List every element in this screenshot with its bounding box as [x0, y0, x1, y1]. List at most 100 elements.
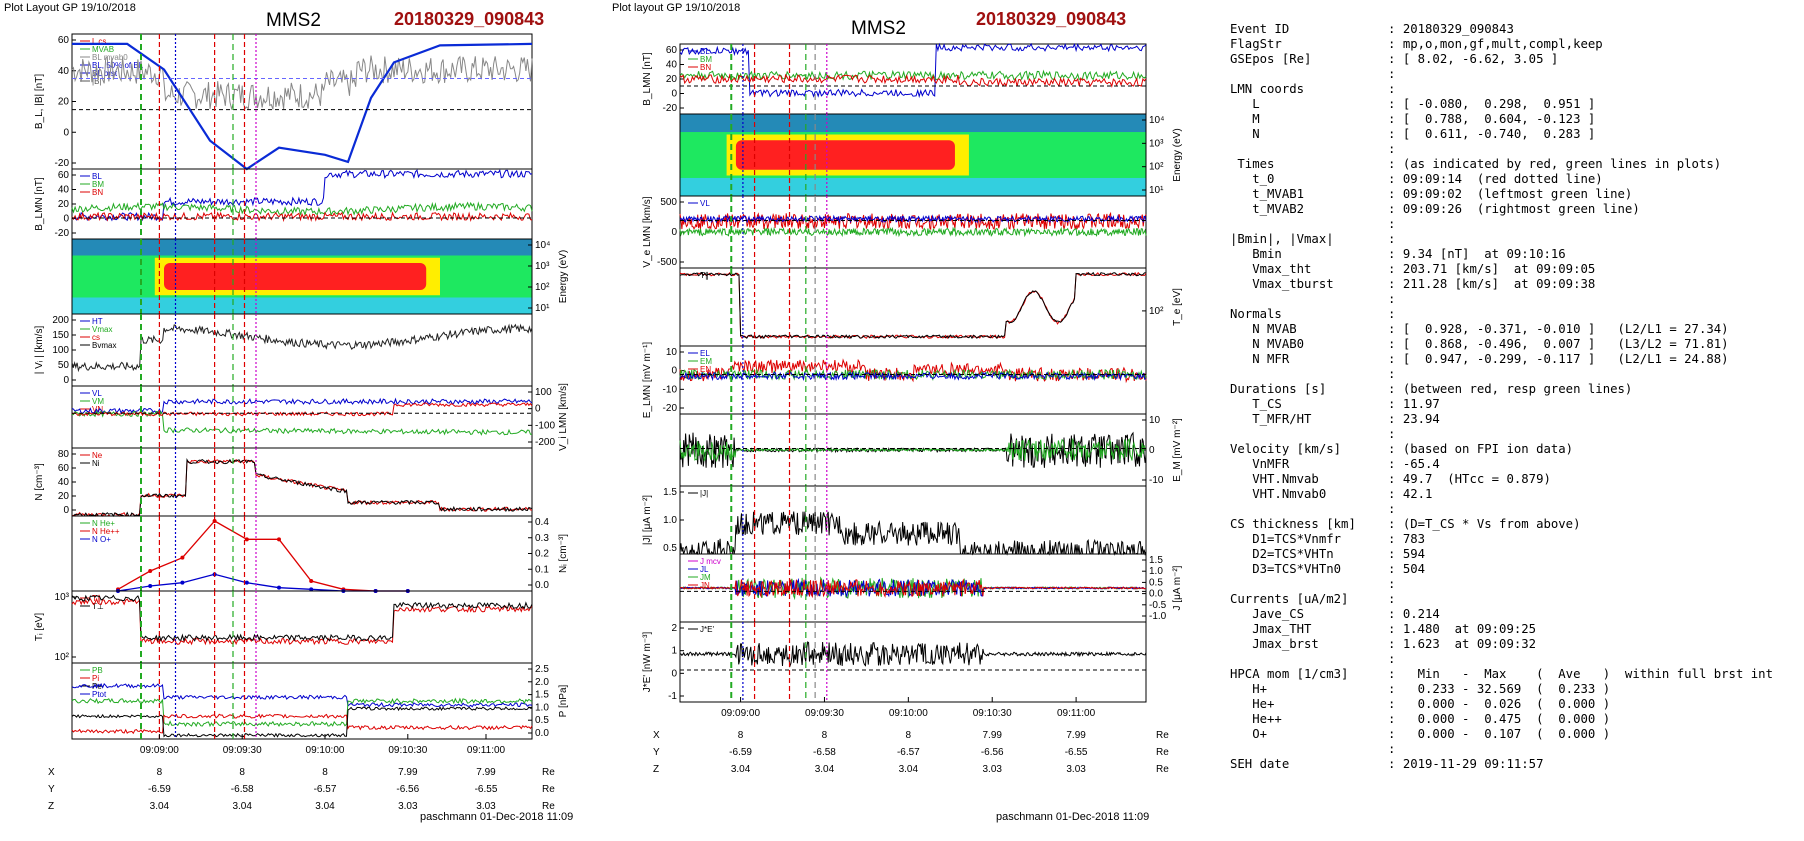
legend-entry: BM [700, 55, 712, 64]
legend-entry: N O+ [92, 535, 111, 544]
tick-label: 0 [1149, 445, 1155, 456]
info-row: Durations [s]: (between red, resp green … [1230, 382, 1773, 397]
legend-entry: EL [700, 349, 710, 358]
tick-label: 20 [666, 74, 678, 85]
series-line [679, 214, 1147, 224]
o-plus-point [244, 580, 249, 585]
pos-row-value: 8 [738, 730, 744, 741]
tick-label: 60 [58, 463, 70, 474]
series-line [679, 511, 1147, 556]
info-key: D1=TCS*Vnmfr [1230, 532, 1342, 546]
pos-row-value: 3.03 [476, 801, 496, 812]
pos-row-unit: Re [542, 801, 555, 812]
tick-label: 0 [671, 89, 677, 100]
info-row: O+: 0.000 - 0.107 ( 0.000 ) [1230, 727, 1773, 742]
pos-row-unit: Re [1156, 747, 1169, 758]
info-value: -65.4 [1402, 457, 1440, 471]
panel-je: 2 1 0 -1 J*E' [nW m⁻³] J*E' [642, 621, 1147, 703]
tick-label: 1.0 [663, 515, 677, 526]
info-sep: : [1388, 292, 1403, 306]
info-row: T_MFR/HT: 23.94 [1230, 412, 1773, 427]
time-axis: 09:09:00 09:09:30 09:10:00 09:10:30 09:11:00… [48, 734, 555, 812]
info-sep: : [1388, 562, 1403, 576]
info-value: 1.480 at 09:09:25 [1402, 622, 1537, 636]
tick-label: 0.3 [535, 533, 549, 544]
pos-row-value: 3.04 [815, 764, 835, 775]
series-line [679, 73, 1147, 88]
pos-row-value: -6.55 [475, 784, 498, 795]
tick-label: 2 [671, 623, 677, 634]
info-key: H+ [1230, 682, 1268, 696]
tick-label: 60 [58, 35, 70, 46]
tick-label: 0.4 [535, 517, 549, 528]
pos-row-value: -6.55 [1065, 747, 1088, 758]
panel-em: 10 0 -10 E_M [mV m⁻²] [679, 414, 1183, 487]
info-key: LMN coords [1230, 82, 1305, 96]
y-axis-label: Energy (eV) [558, 250, 569, 303]
y-axis-label: B_L, |B| [nT] [34, 74, 45, 129]
series-line [679, 370, 1147, 382]
legend-entry: Ne [92, 451, 103, 460]
middle-header: Plot layout GP 19/10/2018 [612, 2, 741, 14]
y-axis-label: | Vᵢ | [km/s] [34, 326, 45, 375]
info-key: Velocity [km/s] [1230, 442, 1342, 456]
info-value: 1.623 at 09:09:32 [1402, 637, 1537, 651]
info-value: [ 0.788, 0.604, -0.123 ] [1402, 112, 1596, 126]
info-key: Vmax_tht [1230, 262, 1312, 276]
pos-row-value: 3.03 [398, 801, 418, 812]
info-row: |Bmin|, |Vmax|: [1230, 232, 1773, 247]
tick-label: 50 [58, 360, 70, 371]
legend-entry: |B| [92, 77, 102, 86]
info-key: He++ [1230, 712, 1282, 726]
pos-row-value: -6.56 [396, 784, 419, 795]
info-sep: : [1388, 307, 1403, 321]
info-sep: : [1388, 397, 1403, 411]
x-tick-label: 09:10:00 [889, 708, 928, 719]
info-value: 203.71 [km/s] at 09:09:05 [1402, 262, 1596, 276]
tick-label: 0 [671, 227, 677, 238]
x-tick-label: 09:09:00 [140, 745, 179, 756]
y-axis-label: B_LMN [nT] [642, 52, 653, 106]
info-row: Jave_CS: 0.214 [1230, 607, 1773, 622]
x-tick-label: 09:11:00 [467, 745, 506, 756]
pos-row-label: Y [48, 784, 55, 795]
tick-label: 40 [666, 60, 678, 71]
tick-label: 1.5 [1149, 555, 1163, 566]
info-key: HPCA mom [1/cm3] [1230, 667, 1349, 681]
legend-entry: VM [92, 397, 104, 406]
pos-row-value: 7.99 [398, 767, 418, 778]
series-line [679, 437, 1147, 462]
info-row: T_CS: 11.97 [1230, 397, 1773, 412]
info-row: Jmax_THT: 1.480 at 09:09:25 [1230, 622, 1773, 637]
legend-entry: J*E' [700, 625, 714, 634]
info-sep: : [1388, 472, 1403, 486]
spectrogram-bottom-band [72, 297, 532, 314]
series-line [679, 578, 1146, 599]
info-row: Jmax_brst: 1.623 at 09:09:32 [1230, 637, 1773, 652]
x-tick-label: 09:09:30 [223, 745, 262, 756]
info-value: 0.214 [1402, 607, 1440, 621]
info-row: : [1230, 502, 1773, 517]
info-sep: : [1388, 517, 1403, 531]
tick-label: 10³ [1149, 138, 1164, 149]
tick-label: 1.5 [663, 487, 677, 498]
series-line [679, 69, 1147, 81]
info-sep: : [1388, 67, 1403, 81]
legend-entry: L cs [92, 37, 106, 46]
info-sep: : [1388, 322, 1403, 336]
info-sep: : [1388, 82, 1403, 96]
y-axis-label: V_i LMN [km/s] [558, 383, 569, 451]
panel-espec: 10⁴ 10³ 10² 10¹ Energy (eV) [679, 113, 1183, 197]
y-axis-label: Energy (eV) [1172, 128, 1183, 181]
info-row: N MVAB0: [ 0.868, -0.496, 0.007 ] (L3/L2… [1230, 337, 1773, 352]
info-row: N: [ 0.611, -0.740, 0.283 ] [1230, 127, 1773, 142]
tick-label: 150 [52, 330, 69, 341]
info-row: N MVAB: [ 0.928, -0.371, -0.010 ] (L2/L1… [1230, 322, 1773, 337]
info-sep: : [1388, 697, 1403, 711]
he-plus-plus-point [148, 569, 153, 573]
series-line [71, 211, 533, 223]
info-sep: : [1388, 277, 1403, 291]
